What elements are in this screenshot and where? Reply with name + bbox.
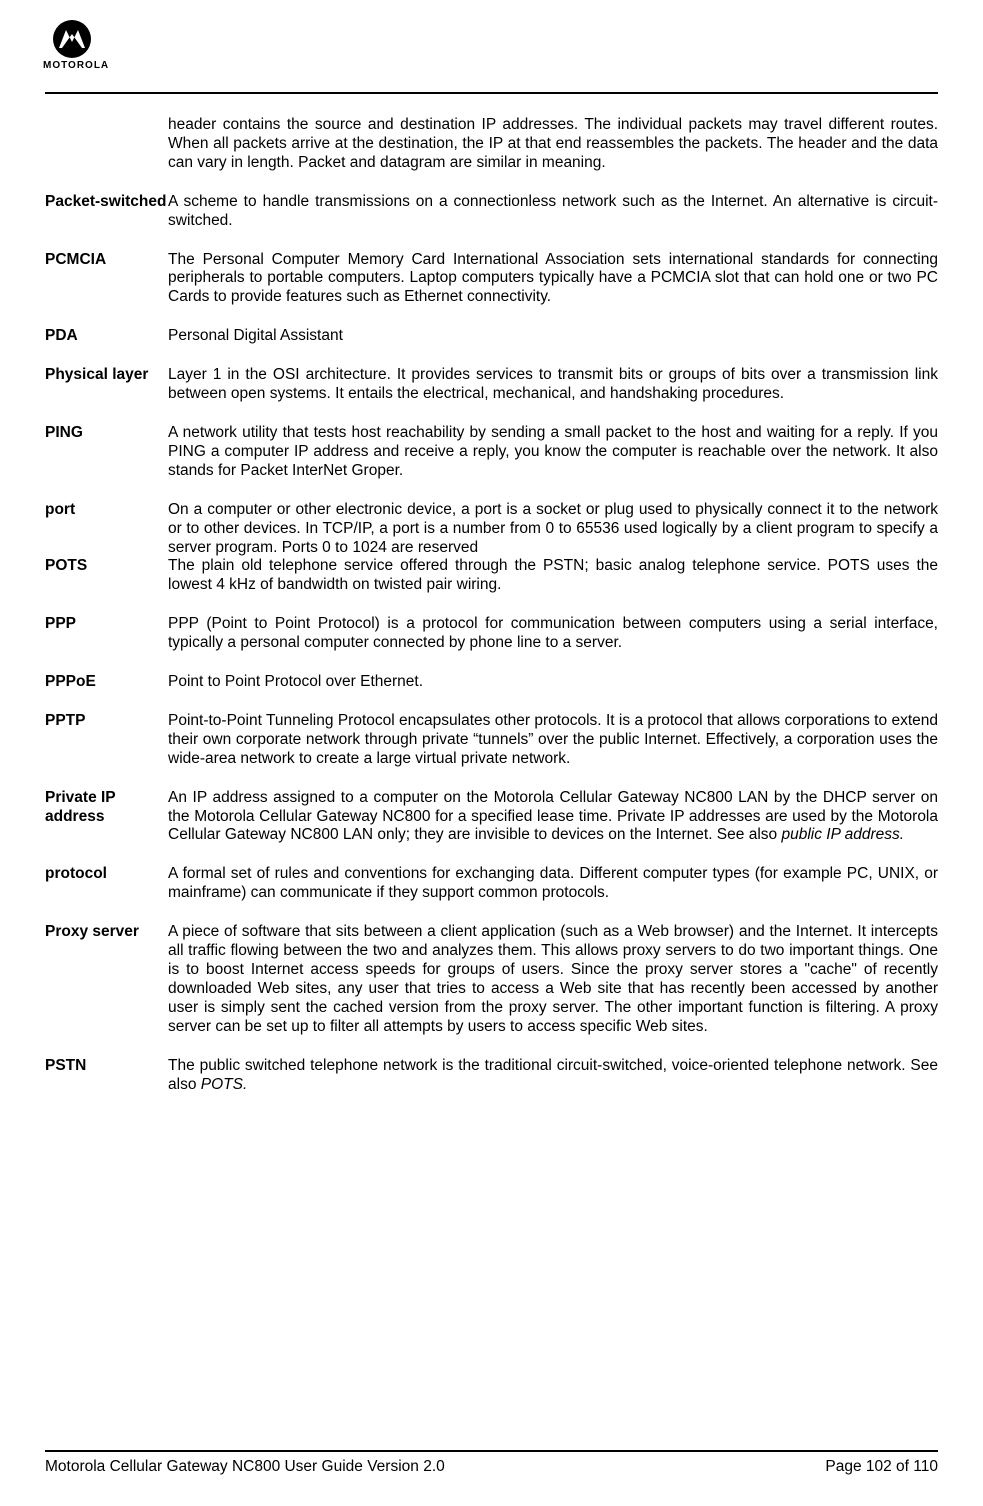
glossary-term: PING	[45, 424, 168, 481]
header-rule	[45, 92, 938, 94]
motorola-logo: MOTOROLA	[53, 20, 109, 71]
glossary-def: PPP (Point to Point Protocol) is a proto…	[168, 615, 938, 653]
glossary-term: PPPoE	[45, 673, 168, 692]
footer-rule	[45, 1450, 938, 1452]
glossary-term: PPTP	[45, 712, 168, 769]
glossary-entry: Physical layer Layer 1 in the OSI archit…	[45, 366, 938, 404]
glossary-def: Point to Point Protocol over Ethernet.	[168, 673, 938, 692]
glossary-term: PSTN	[45, 1057, 168, 1095]
glossary-def: The Personal Computer Memory Card Intern…	[168, 251, 938, 308]
glossary-term: PCMCIA	[45, 251, 168, 308]
motorola-wordmark: MOTOROLA	[43, 60, 109, 71]
glossary-entry: PCMCIA The Personal Computer Memory Card…	[45, 251, 938, 308]
def-text: The public switched telephone network is…	[168, 1057, 938, 1093]
glossary-term: PDA	[45, 327, 168, 346]
glossary-entry: PSTN The public switched telephone netwo…	[45, 1057, 938, 1095]
glossary-def: A scheme to handle transmissions on a co…	[168, 193, 938, 231]
glossary-def: On a computer or other electronic device…	[168, 501, 938, 558]
glossary-entry: PING A network utility that tests host r…	[45, 424, 938, 481]
glossary-entry: Private IP address An IP address assigne…	[45, 789, 938, 846]
glossary-term: POTS	[45, 557, 168, 595]
glossary-entry: PPTP Point-to-Point Tunneling Protocol e…	[45, 712, 938, 769]
footer-page-number: Page 102 of 110	[825, 1458, 938, 1476]
glossary-def: A formal set of rules and conventions fo…	[168, 865, 938, 903]
def-italic: POTS.	[201, 1076, 248, 1093]
glossary-term: protocol	[45, 865, 168, 903]
glossary-def: Personal Digital Assistant	[168, 327, 938, 346]
glossary-entry: protocol A formal set of rules and conve…	[45, 865, 938, 903]
glossary-entry: port On a computer or other electronic d…	[45, 501, 938, 558]
glossary-term: port	[45, 501, 168, 558]
glossary-term: PPP	[45, 615, 168, 653]
glossary-content: header contains the source and destinati…	[45, 116, 938, 1094]
page-footer: Motorola Cellular Gateway NC800 User Gui…	[45, 1450, 938, 1476]
glossary-entry: PDA Personal Digital Assistant	[45, 327, 938, 346]
glossary-entry: Proxy server A piece of software that si…	[45, 923, 938, 1036]
def-italic: public IP address.	[781, 826, 904, 843]
glossary-def: Layer 1 in the OSI architecture. It prov…	[168, 366, 938, 404]
glossary-term: Packet-switched	[45, 193, 168, 231]
motorola-batwing-icon	[53, 20, 91, 58]
batwing-svg	[57, 28, 87, 50]
glossary-def: header contains the source and destinati…	[168, 116, 938, 173]
glossary-entry: PPPoE Point to Point Protocol over Ether…	[45, 673, 938, 692]
glossary-def: A network utility that tests host reacha…	[168, 424, 938, 481]
glossary-entry: PPP PPP (Point to Point Protocol) is a p…	[45, 615, 938, 653]
footer-doc-title: Motorola Cellular Gateway NC800 User Gui…	[45, 1458, 445, 1476]
page-header: MOTOROLA	[45, 20, 938, 90]
glossary-def: The plain old telephone service offered …	[168, 557, 938, 595]
glossary-def: A piece of software that sits between a …	[168, 923, 938, 1036]
glossary-def: Point-to-Point Tunneling Protocol encaps…	[168, 712, 938, 769]
glossary-term	[45, 116, 168, 173]
glossary-def: The public switched telephone network is…	[168, 1057, 938, 1095]
glossary-entry-continuation: header contains the source and destinati…	[45, 116, 938, 173]
glossary-entry: POTS The plain old telephone service off…	[45, 557, 938, 595]
glossary-term: Physical layer	[45, 366, 168, 404]
glossary-term: Proxy server	[45, 923, 168, 1036]
glossary-def: An IP address assigned to a computer on …	[168, 789, 938, 846]
glossary-entry: Packet-switched A scheme to handle trans…	[45, 193, 938, 231]
glossary-term: Private IP address	[45, 789, 168, 846]
